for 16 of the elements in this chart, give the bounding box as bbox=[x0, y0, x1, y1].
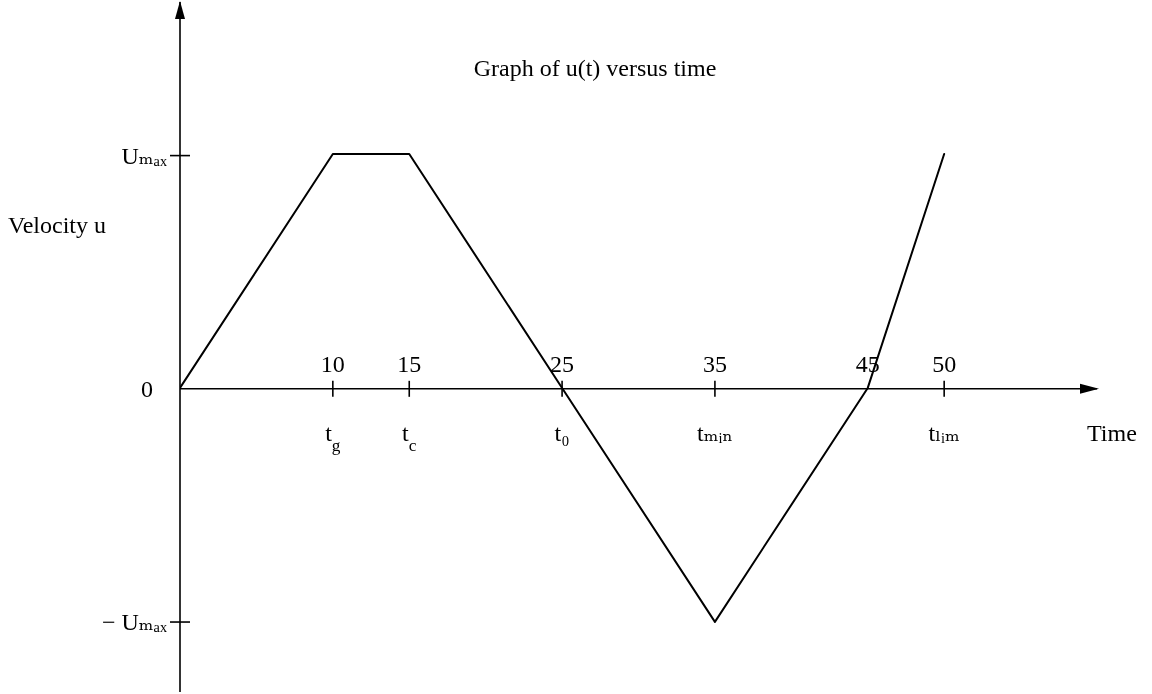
annotation: t$_{c}$ bbox=[402, 419, 417, 455]
chart-title: Graph of u(t) versus time bbox=[473, 55, 717, 81]
x-tick-label: 10 bbox=[320, 350, 345, 377]
x-tick-label: 15 bbox=[397, 350, 422, 377]
x-tick-label: 35 bbox=[702, 350, 727, 377]
annotation: tₘᵢₙ bbox=[697, 419, 733, 446]
text: Uₘₐₓ bbox=[121, 142, 168, 169]
x-tick-label: 25 bbox=[550, 350, 575, 377]
x-tick-label: 50 bbox=[932, 350, 957, 377]
y-axis-title: Velocity u bbox=[8, 212, 106, 238]
annotation: t₀ bbox=[554, 419, 570, 446]
text: 0 bbox=[141, 376, 153, 403]
x-axis-title: Time bbox=[1087, 419, 1137, 446]
text: − Uₘₐₓ bbox=[101, 609, 168, 636]
annotation: t$_{g}$ bbox=[325, 419, 341, 455]
annotation: tₗᵢₘ bbox=[928, 419, 960, 446]
